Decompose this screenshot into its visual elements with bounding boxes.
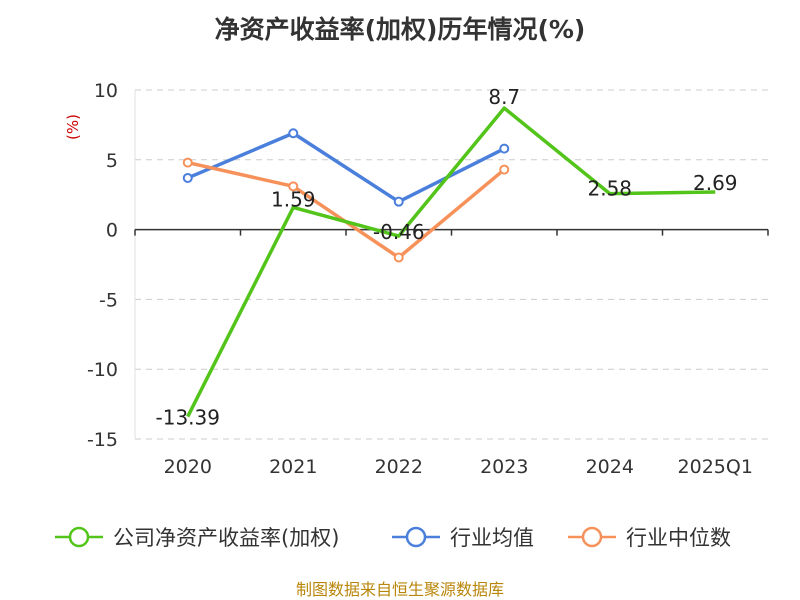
y-tick-label: 0: [106, 220, 118, 242]
grid-layer: [135, 89, 768, 440]
y-tick-label: -15: [87, 429, 118, 451]
data-point: [499, 143, 510, 154]
legend-marker: [581, 526, 603, 548]
data-point: [288, 181, 299, 192]
data-label: 2.69: [693, 171, 738, 195]
data-point: [182, 172, 193, 183]
data-point: [288, 128, 299, 139]
series-line-2: [187, 160, 506, 260]
data-point: [393, 196, 404, 207]
data-label: -13.39: [156, 406, 220, 430]
y-tick-label: -10: [87, 359, 118, 381]
data-label: 2.58: [587, 177, 632, 201]
series-layer: [182, 106, 716, 418]
legend-marker: [405, 526, 427, 548]
data-label: -0.46: [373, 220, 425, 244]
data-label: 1.59: [271, 187, 316, 211]
chart-title: 净资产收益率(加权)历年情况(%): [214, 15, 586, 44]
y-tick-label: 10: [94, 80, 118, 102]
y-tick-label: -5: [99, 289, 118, 311]
y-tick-label: 5: [106, 150, 118, 172]
legend-label: 公司净资产收益率(加权): [113, 526, 339, 550]
legend-label: 行业中位数: [626, 526, 731, 550]
data-point: [182, 157, 193, 168]
x-tick-label: 2024: [586, 456, 634, 478]
series-line-1: [187, 131, 506, 204]
x-tick-label: 2020: [164, 456, 212, 478]
data-point: [499, 164, 510, 175]
y-axis-label: (%): [64, 114, 82, 140]
legend: 公司净资产收益率(加权) 行业均值 行业中位数: [55, 526, 731, 550]
x-tick-label: 2025Q1: [678, 456, 753, 478]
x-tick-label: 2022: [375, 456, 423, 478]
legend-marker: [68, 526, 90, 548]
x-tick-label: 2021: [269, 456, 317, 478]
axis-layer: 10 5 0 -5 -10 -15 2020 2021 2022 2023 2024 2025Q1 (%…: [64, 80, 769, 478]
source-note: 制图数据来自恒生聚源数据库: [295, 580, 504, 599]
series-line-0: [186, 106, 716, 418]
data-label: 8.7: [488, 85, 520, 109]
data-point: [393, 252, 404, 263]
label-layer: -13.39 1.59 -0.46 8.7 2.58 2.69: [156, 85, 738, 429]
legend-label: 行业均值: [450, 526, 534, 550]
x-tick-label: 2023: [480, 456, 528, 478]
